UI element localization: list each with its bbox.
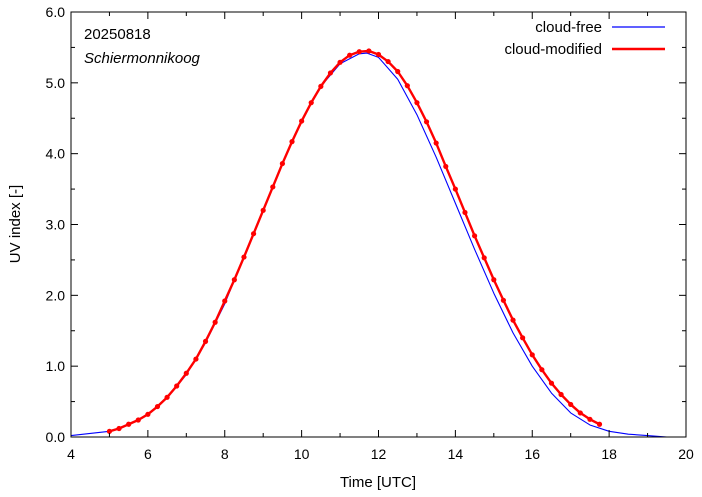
x-tick-label: 18 [601,446,617,462]
x-tick-label: 16 [524,446,540,462]
x-tick-label: 14 [448,446,464,462]
data-point-cloud-modified [174,383,180,389]
x-tick-label: 12 [371,446,387,462]
x-tick-label: 10 [294,446,310,462]
data-point-cloud-modified [347,52,353,58]
data-point-cloud-modified [577,410,583,416]
data-point-cloud-modified [491,277,497,283]
data-point-cloud-modified [529,352,535,358]
data-point-cloud-modified [500,297,507,303]
data-point-cloud-modified [318,83,324,89]
data-point-cloud-modified [164,394,170,400]
data-point-cloud-modified [356,49,362,55]
y-tick-label: 5.0 [46,75,66,91]
data-point-cloud-modified [222,298,228,304]
data-point-cloud-modified [587,416,593,422]
data-point-cloud-modified [462,209,468,216]
series-layer [71,48,667,437]
data-point-cloud-modified [106,428,113,434]
legend-label-cloud-free: cloud-free [535,19,602,36]
data-point-cloud-modified [126,421,132,427]
y-tick-label: 6.0 [46,4,66,20]
data-point-cloud-modified [539,367,545,373]
data-point-cloud-modified [596,421,603,427]
data-point-cloud-modified [327,70,334,76]
data-point-cloud-modified [231,277,237,283]
data-point-cloud-modified [443,163,449,170]
data-point-cloud-modified [116,425,122,432]
data-point-cloud-modified [260,207,266,213]
data-point-cloud-modified [433,140,439,146]
data-point-cloud-modified [510,317,516,323]
x-tick-label: 8 [221,446,229,462]
y-tick-label: 3.0 [46,217,66,233]
data-point-cloud-modified [145,411,151,417]
legend: cloud-free cloud-modified [504,19,665,58]
y-tick-label: 4.0 [46,146,66,162]
data-point-cloud-modified [183,370,189,376]
data-point-cloud-modified [366,48,372,54]
x-tick-label: 4 [67,446,75,462]
data-point-cloud-modified [279,160,286,167]
y-tick-label: 0.0 [46,429,66,445]
data-point-cloud-modified [520,335,526,341]
data-point-cloud-modified [193,356,199,362]
y-tick-label: 2.0 [46,287,66,303]
x-axis-title: Time [UTC] [340,474,416,491]
x-tick-label: 20 [678,446,694,462]
data-point-cloud-modified [423,119,430,125]
data-point-cloud-modified [452,186,458,192]
ticks-layer: 4 6 8 10 12 14 16 18 20 0.0 1.0 2.0 3.0 4.0 5.0 6.0 [46,4,694,462]
data-point-cloud-modified [241,254,247,260]
data-point-cloud-modified [212,319,218,325]
data-point-cloud-modified [395,68,401,75]
data-point-cloud-modified [337,59,343,65]
data-point-cloud-modified [471,233,478,239]
data-point-cloud-modified [558,391,564,398]
y-axis-title: UV index [-] [7,185,24,263]
data-point-cloud-modified [404,83,410,89]
data-point-cloud-modified [135,417,141,423]
data-point-cloud-modified [308,100,314,106]
data-point-cloud-modified [270,184,276,190]
data-point-cloud-modified [202,338,209,344]
data-point-cloud-modified [375,51,382,58]
legend-label-cloud-modified: cloud-modified [504,41,602,58]
y-tick-label: 1.0 [46,358,66,374]
data-point-cloud-modified [548,380,555,386]
series-line-cloud-modified [109,49,601,433]
date-annotation: 20250818 [84,26,151,43]
data-point-cloud-modified [568,401,574,408]
x-tick-label: 6 [144,446,152,462]
data-point-cloud-modified [250,231,257,237]
station-annotation: Schiermonnikoog [84,50,201,67]
data-point-cloud-modified [299,118,305,124]
data-point-cloud-modified [414,100,420,106]
data-point-cloud-modified [481,255,487,261]
data-point-cloud-modified [385,58,391,65]
data-point-cloud-modified [154,403,161,410]
data-point-cloud-modified [289,139,295,145]
